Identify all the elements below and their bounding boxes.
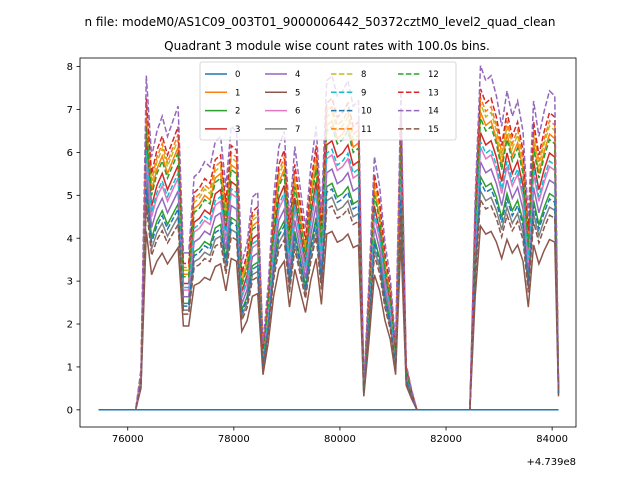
series-line-12: [98, 117, 560, 411]
x-tick-label: 80000: [324, 434, 356, 445]
y-tick-label: 4: [67, 234, 73, 245]
series-line-15: [98, 197, 560, 411]
legend-label-9: 9: [361, 88, 366, 98]
series-line-5: [98, 223, 560, 411]
y-tick-label: 8: [67, 62, 73, 73]
plot-lines: [98, 65, 560, 411]
y-tick-label: 6: [67, 148, 73, 159]
series-line-11: [98, 97, 560, 411]
y-tick-label: 1: [67, 363, 73, 374]
y-tick-label: 3: [67, 277, 73, 288]
legend-label-8: 8: [361, 70, 366, 80]
legend-label-13: 13: [428, 88, 439, 98]
series-line-2: [98, 173, 560, 411]
series-line-4: [98, 161, 560, 411]
x-tick-label: 84000: [536, 434, 568, 445]
series-line-8: [98, 103, 560, 411]
x-offset-label: +4.739e8: [526, 457, 576, 468]
y-tick-label: 5: [67, 191, 73, 202]
legend-label-5: 5: [295, 88, 300, 98]
legend-box: [199, 61, 457, 141]
x-tick-label: 78000: [218, 434, 250, 445]
file-suptitle: n file: modeM0/AS1C09_003T01_9000006442_…: [85, 15, 556, 29]
legend-label-2: 2: [235, 107, 240, 117]
series-line-9: [98, 141, 560, 411]
legend-label-14: 14: [428, 107, 439, 117]
legend-label-1: 1: [235, 88, 240, 98]
legend-label-0: 0: [235, 70, 240, 80]
legend-label-7: 7: [295, 125, 300, 135]
y-tick-label: 0: [67, 405, 73, 416]
series-line-3: [98, 132, 560, 411]
chart-title: Quadrant 3 module wise count rates with …: [164, 39, 490, 53]
y-tick-label: 7: [67, 105, 73, 116]
legend-label-15: 15: [428, 125, 439, 135]
axes-frame: [79, 57, 577, 428]
legend-label-11: 11: [361, 125, 372, 135]
y-tick-label: 2: [67, 320, 73, 331]
legend-label-4: 4: [295, 70, 300, 80]
legend-label-3: 3: [235, 125, 240, 135]
series-line-10: [98, 179, 560, 411]
series-line-7: [98, 188, 560, 411]
legend-label-10: 10: [361, 107, 372, 117]
legend-label-6: 6: [295, 107, 300, 117]
x-tick-label: 76000: [112, 434, 144, 445]
legend-label-12: 12: [428, 70, 439, 80]
series-line-6: [98, 146, 560, 411]
x-tick-label: 82000: [430, 434, 462, 445]
